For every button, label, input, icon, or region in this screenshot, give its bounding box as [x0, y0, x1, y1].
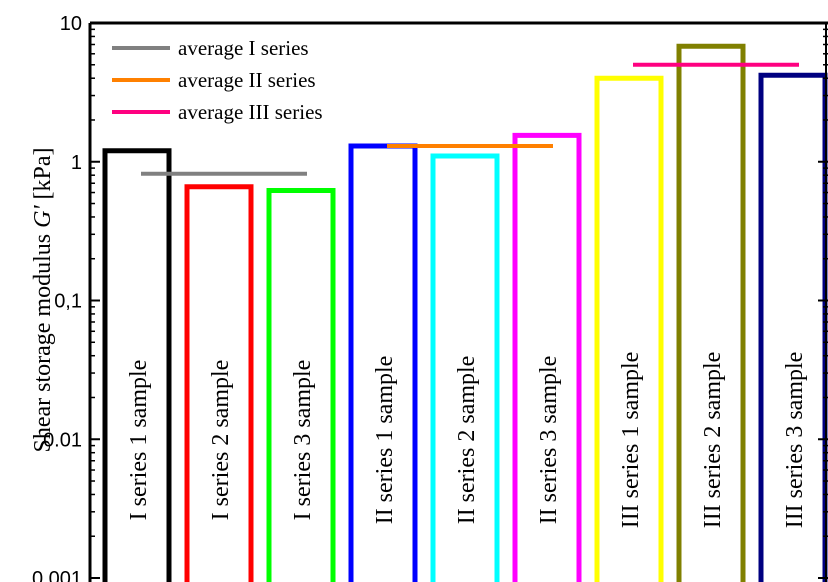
- y-tick-label: 0.01: [43, 429, 82, 451]
- bar-group: III series 2 sample: [676, 43, 746, 582]
- y-axis-label-symbol: G': [30, 205, 56, 228]
- y-tick-label: 0.001: [32, 568, 82, 582]
- bar-label: II series 1 sample: [372, 356, 398, 525]
- bar: [102, 148, 172, 582]
- bar-label: II series 2 sample: [454, 356, 480, 525]
- bar-group: III series 1 sample: [594, 75, 664, 582]
- bar-group: I series 1 sample: [102, 148, 172, 582]
- bar-label: III series 2 sample: [700, 352, 726, 529]
- legend-item: average I series: [112, 36, 309, 60]
- y-axis-label-prefix: Shear storage modulus: [30, 228, 56, 453]
- axes: 0.001 0.01 0,1 1 10: [32, 13, 828, 582]
- legend-item: average II series: [112, 68, 316, 92]
- y-tick-label: 10: [60, 13, 82, 35]
- bar-label: I series 1 sample: [126, 360, 152, 521]
- bar-label: I series 3 sample: [290, 360, 316, 521]
- legend-item: average III series: [112, 100, 323, 124]
- bar-group: III series 3 sample: [758, 72, 828, 582]
- bar-label: II series 3 sample: [536, 356, 562, 525]
- legend-label: average I series: [178, 36, 309, 60]
- y-axis-label-unit: [kPa]: [30, 147, 56, 205]
- bar: [594, 75, 664, 582]
- bar: [430, 153, 500, 582]
- bar-group: I series 2 sample: [184, 184, 254, 582]
- bar-label: I series 2 sample: [208, 360, 234, 521]
- bar-group: II series 3 sample: [512, 132, 582, 582]
- bars-layer: I series 1 sample I series 2 sample I seri…: [102, 43, 828, 582]
- legend-label: average II series: [178, 68, 316, 92]
- legend-label: average III series: [178, 100, 323, 124]
- y-tick-label: 1: [71, 152, 82, 174]
- bar: [512, 132, 582, 582]
- average-lines-layer: [141, 62, 799, 176]
- bar: [184, 184, 254, 582]
- legend: average I series average II series average…: [112, 36, 323, 124]
- bar-group: I series 3 sample: [266, 188, 336, 582]
- bar-label: III series 3 sample: [782, 352, 808, 529]
- bar: [348, 143, 418, 582]
- bar-group: II series 1 sample: [348, 143, 418, 582]
- bar-label: III series 1 sample: [618, 352, 644, 529]
- bar: [266, 188, 336, 582]
- bar: [676, 43, 746, 582]
- y-axis-label: Shear storage modulus G' [kPa]: [30, 147, 56, 452]
- bar-group: II series 2 sample: [430, 153, 500, 582]
- y-tick-label: 0,1: [54, 291, 82, 313]
